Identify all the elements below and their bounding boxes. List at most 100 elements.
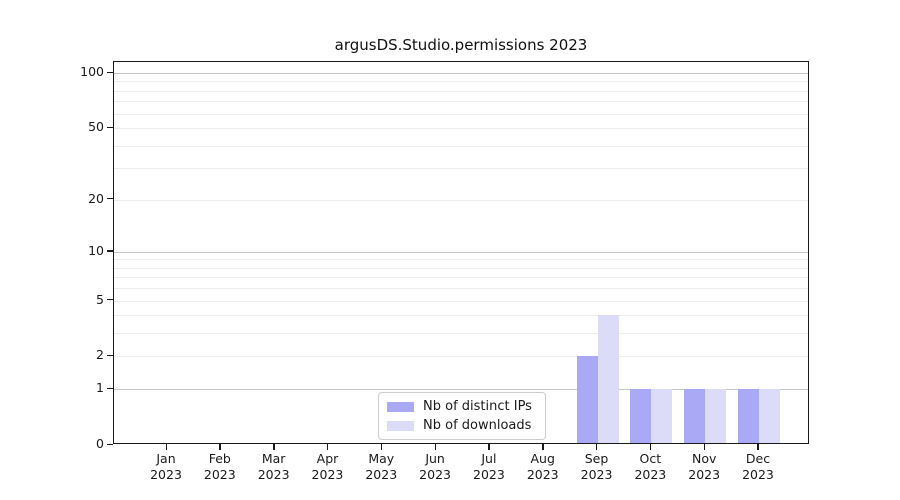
x-tick: [165, 444, 167, 450]
chart-title: argusDS.Studio.permissions 2023: [334, 36, 588, 54]
x-tick: [649, 444, 652, 450]
x-tick: [219, 444, 221, 450]
legend-label-distinct-ips: Nb of distinct IPs: [423, 399, 532, 414]
gridline-minor: [114, 277, 808, 279]
x-tick-year: 2023: [419, 467, 451, 482]
y-tick-label: 2: [96, 347, 104, 363]
x-tick-month: Oct: [639, 451, 662, 466]
y-tick-label: 1: [96, 380, 104, 396]
x-tick-month: Feb: [208, 451, 231, 466]
gridline-minor: [114, 168, 808, 170]
x-tick-label: Mar 2023: [246, 451, 302, 483]
x-tick-year: 2023: [742, 467, 774, 482]
x-tick-year: 2023: [257, 467, 290, 482]
x-tick-year: 2023: [311, 467, 344, 482]
gridline-major: [114, 251, 808, 253]
y-tick-label: 100: [80, 64, 104, 79]
x-tick: [542, 444, 544, 450]
bar-nov-s1: [705, 389, 727, 443]
x-tick: [596, 444, 598, 450]
gridline-minor: [114, 199, 808, 201]
x-tick-label: Dec 2023: [730, 451, 786, 483]
x-tick-month: May: [368, 451, 395, 466]
x-tick-label: Jan 2023: [138, 451, 194, 483]
y-tick: [107, 126, 113, 128]
gridline-major: [114, 389, 808, 391]
gridline-minor: [114, 101, 808, 103]
x-tick-year: 2023: [688, 467, 721, 482]
x-tick: [757, 444, 759, 450]
y-tick: [107, 354, 113, 357]
gridline-minor: [114, 288, 808, 290]
legend-swatch-downloads: [387, 420, 414, 431]
bar-oct-s0: [630, 389, 652, 443]
legend-item-downloads: Nb of downloads: [387, 418, 536, 433]
y-tick-label: 10: [88, 242, 104, 258]
y-tick: [107, 71, 113, 73]
gridline-minor: [114, 259, 808, 261]
x-tick-month: Sep: [584, 451, 609, 466]
y-tick-label: 50: [88, 119, 104, 135]
x-tick-label: Jun 2023: [407, 451, 463, 483]
x-tick-label: May 2023: [353, 451, 409, 483]
gridline-minor: [114, 300, 808, 302]
legend-swatch-distinct-ips: [387, 401, 414, 412]
x-tick-label: Nov 2023: [676, 451, 732, 483]
x-tick-month: Dec: [745, 451, 771, 466]
x-tick-year: 2023: [203, 467, 236, 482]
x-tick-year: 2023: [473, 467, 505, 482]
legend-label-downloads: Nb of downloads: [423, 418, 532, 433]
gridline-minor: [114, 267, 808, 269]
gridline-minor: [114, 128, 808, 130]
y-tick: [107, 250, 113, 252]
y-tick-label: 5: [96, 291, 104, 307]
y-tick: [107, 299, 113, 301]
y-tick: [107, 198, 113, 200]
gridline-minor: [114, 90, 808, 92]
bar-dec-s0: [737, 389, 759, 443]
x-tick: [380, 444, 383, 450]
legend-item-distinct-ips: Nb of distinct IPs: [387, 399, 536, 414]
y-tick: [107, 443, 113, 445]
x-tick-month: Nov: [691, 451, 717, 466]
x-tick: [273, 444, 275, 450]
x-tick-year: 2023: [634, 467, 667, 482]
x-tick-month: Apr: [316, 451, 339, 466]
x-tick-year: 2023: [365, 467, 398, 482]
gridline-minor: [114, 356, 808, 358]
x-tick: [488, 444, 490, 450]
gridline-major: [114, 73, 808, 74]
legend: Nb of distinct IPs Nb of downloads: [378, 392, 546, 440]
x-tick: [703, 444, 706, 450]
gridline-minor: [114, 145, 808, 147]
bar-oct-s1: [651, 389, 673, 443]
bar-sep-s0: [576, 356, 598, 443]
x-tick-label: Oct 2023: [622, 451, 678, 483]
x-tick: [326, 444, 329, 450]
gridline-minor: [114, 81, 808, 83]
y-tick: [107, 387, 113, 390]
x-tick-label: Apr 2023: [299, 451, 355, 483]
gridline-minor: [114, 333, 808, 335]
x-tick-label: Feb 2023: [192, 451, 248, 483]
gridline-minor: [114, 315, 808, 317]
x-tick-month: Jul: [481, 451, 497, 466]
y-tick-label: 0: [96, 436, 104, 451]
y-tick-label: 20: [88, 190, 104, 206]
x-tick: [434, 444, 436, 450]
x-tick-year: 2023: [526, 467, 559, 482]
x-tick-year: 2023: [580, 467, 613, 482]
bar-nov-s0: [684, 389, 706, 443]
x-tick-month: Aug: [530, 451, 555, 466]
x-tick-year: 2023: [150, 467, 182, 482]
x-tick-label: Jul 2023: [461, 451, 517, 483]
bar-dec-s1: [758, 389, 780, 443]
x-tick-month: Jan: [156, 451, 176, 466]
x-tick-label: Aug 2023: [515, 451, 571, 483]
plot-area: [113, 61, 809, 444]
x-tick-label: Sep 2023: [569, 451, 625, 483]
x-tick-month: Mar: [261, 451, 286, 466]
x-tick-month: Jun: [425, 451, 445, 466]
bar-sep-s1: [597, 315, 619, 443]
